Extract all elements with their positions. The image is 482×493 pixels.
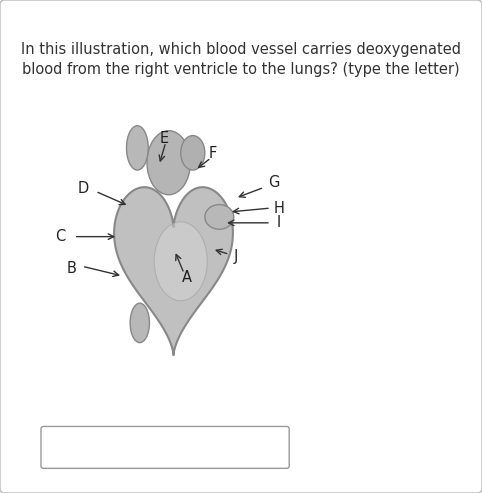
Text: In this illustration, which blood vessel carries deoxygenated: In this illustration, which blood vessel… — [21, 42, 461, 57]
Text: C: C — [55, 229, 66, 244]
Text: F: F — [209, 146, 217, 161]
Text: J: J — [234, 249, 239, 264]
FancyBboxPatch shape — [41, 426, 289, 468]
Text: D: D — [77, 181, 89, 196]
Text: G: G — [268, 175, 280, 190]
Ellipse shape — [130, 303, 149, 343]
Text: B: B — [67, 261, 76, 276]
Text: H: H — [273, 201, 284, 215]
Text: blood from the right ventricle to the lungs? (type the letter): blood from the right ventricle to the lu… — [22, 62, 460, 76]
Ellipse shape — [126, 126, 148, 170]
Text: I: I — [277, 215, 281, 230]
Polygon shape — [114, 187, 233, 355]
Text: E: E — [160, 131, 168, 145]
Text: A: A — [182, 270, 191, 284]
Ellipse shape — [147, 131, 190, 195]
Ellipse shape — [181, 136, 205, 170]
Ellipse shape — [154, 222, 207, 301]
Ellipse shape — [205, 205, 234, 229]
